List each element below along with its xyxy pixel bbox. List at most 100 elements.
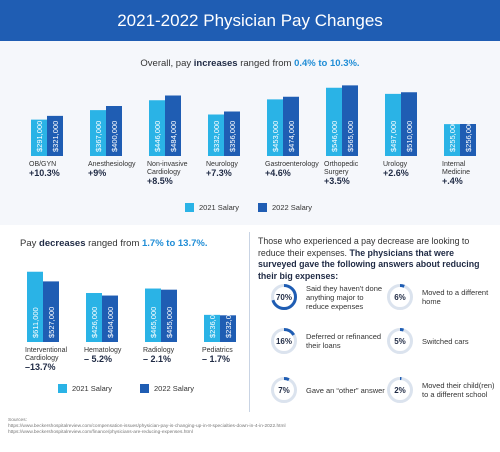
bar-value-2021: $497,000 xyxy=(389,121,398,152)
bar-value-2022: $455,000 xyxy=(165,307,174,338)
survey-answer: Moved their child(ren) to a different sc… xyxy=(422,381,495,399)
percent-ring: 7% xyxy=(270,376,298,404)
bar-value-2022: $565,000 xyxy=(346,121,355,152)
ring-graphic xyxy=(387,284,413,310)
bar-2022 xyxy=(283,96,299,156)
ring-graphic xyxy=(387,328,413,354)
ring-fill xyxy=(271,328,297,354)
change-label: +4.6% xyxy=(265,168,291,178)
legend-2022-bottom: 2022 Salary xyxy=(140,384,194,393)
sources: Sources: https://www.beckershospitalrevi… xyxy=(8,418,286,436)
legend-swatch-2022 xyxy=(140,384,149,393)
bar-2022 xyxy=(342,85,358,156)
percent-ring: 6% xyxy=(386,283,414,311)
change-label: – 2.1% xyxy=(143,354,171,364)
legend-swatch-2022 xyxy=(258,203,267,212)
survey-answer: Deferred or refinanced their loans xyxy=(306,332,382,350)
legend-2021-top: 2021 Salary xyxy=(185,203,239,212)
bar-value-2021: $465,000 xyxy=(149,307,158,338)
increases-subtitle: Overall, pay increases ranged from 0.4% … xyxy=(140,58,360,69)
bar-value-2021: $453,000 xyxy=(271,121,280,152)
sources-label: Sources: xyxy=(8,418,27,423)
survey-item: 6% Moved to a different home xyxy=(386,283,500,311)
bar-2021 xyxy=(385,93,401,156)
ring-fill xyxy=(387,377,413,403)
survey-percent: 5% xyxy=(394,336,406,346)
survey-item: 2% Moved their child(ren) to a different … xyxy=(386,376,500,404)
legend-swatch-2021 xyxy=(58,384,67,393)
bar-value-2022: $232,000 xyxy=(224,307,233,338)
change-label: +.4% xyxy=(442,176,463,186)
legend-2022-top: 2022 Salary xyxy=(258,203,312,212)
legend-swatch-2021 xyxy=(185,203,194,212)
bar-2022 xyxy=(161,289,177,342)
bar-value-2021: $611,000 xyxy=(31,307,40,338)
category-label: Hematology xyxy=(84,347,122,354)
bar-2022 xyxy=(460,124,476,156)
category-label: Surgery xyxy=(324,169,349,176)
ring-graphic xyxy=(271,328,297,354)
bar-2021 xyxy=(208,114,224,156)
category-label: Cardiology xyxy=(25,355,59,362)
change-label: +10.3% xyxy=(29,168,60,178)
change-label: +8.5% xyxy=(147,176,173,186)
category-label: Anesthesiology xyxy=(88,161,136,168)
ring-graphic xyxy=(271,284,297,310)
bar-value-2021: $426,000 xyxy=(90,307,99,338)
survey-percent: 6% xyxy=(394,292,406,302)
survey-answer: Moved to a different home xyxy=(422,288,489,306)
ring-graphic xyxy=(387,377,413,403)
survey-answer: Switched cars xyxy=(422,336,469,346)
bar-2022 xyxy=(43,281,59,342)
category-label: Pediatrics xyxy=(202,347,233,354)
category-label: Urology xyxy=(383,161,408,168)
bar-value-2022: $510,000 xyxy=(405,121,414,152)
bar-2022 xyxy=(220,315,236,342)
change-label: +7.3% xyxy=(206,168,232,178)
bar-2021 xyxy=(27,271,43,342)
survey-intro: Those who experienced a pay decrease are… xyxy=(258,236,480,281)
page-title: 2021-2022 Physician Pay Changes xyxy=(0,0,500,41)
category-label: Interventional xyxy=(25,347,67,354)
source-link-2[interactable]: https://www.beckershospitalreview.com/fi… xyxy=(8,430,193,435)
bar-2021 xyxy=(149,100,165,156)
bar-2021 xyxy=(90,110,106,156)
category-label: Gastroenterology xyxy=(265,161,319,168)
ring-graphic xyxy=(271,377,297,403)
legend-2021-bottom: 2021 Salary xyxy=(58,384,112,393)
ring-fill xyxy=(271,284,297,310)
survey-percent: 2% xyxy=(394,385,406,395)
change-label: +2.6% xyxy=(383,168,409,178)
bar-2022 xyxy=(102,295,118,342)
percent-ring: 2% xyxy=(386,376,414,404)
percent-ring: 70% xyxy=(270,283,298,311)
category-label: Neurology xyxy=(206,161,238,168)
change-label: – 5.2% xyxy=(84,354,112,364)
percent-ring: 5% xyxy=(386,327,414,355)
category-label: OB/GYN xyxy=(29,161,56,168)
survey-answer: Gave an “other” answer xyxy=(306,385,385,395)
bar-value-2022: $400,000 xyxy=(110,121,119,152)
bar-value-2021: $367,000 xyxy=(94,121,103,152)
survey-percent: 70% xyxy=(275,292,292,302)
bar-2022 xyxy=(165,95,181,156)
bar-value-2022: $404,000 xyxy=(106,307,115,338)
survey-percent: 7% xyxy=(278,385,290,395)
ring-fill xyxy=(271,377,297,403)
bar-2021 xyxy=(31,119,47,156)
change-label: +3.5% xyxy=(324,176,350,186)
category-label: Internal xyxy=(442,161,466,168)
source-link-1[interactable]: https://www.beckershospitalreview.com/co… xyxy=(8,424,286,429)
ring-fill xyxy=(387,328,413,354)
change-label: –13.7% xyxy=(25,362,56,372)
decreases-subtitle: Pay decreases ranged from 1.7% to 13.7%. xyxy=(20,238,208,249)
percent-ring: 16% xyxy=(270,327,298,355)
survey-item: 7% Gave an “other” answer xyxy=(270,376,386,404)
bar-value-2021: $291,000 xyxy=(35,121,44,152)
bar-2021 xyxy=(267,99,283,156)
bar-2021 xyxy=(204,314,220,342)
bar-2021 xyxy=(145,288,161,342)
bar-2022 xyxy=(401,92,417,156)
